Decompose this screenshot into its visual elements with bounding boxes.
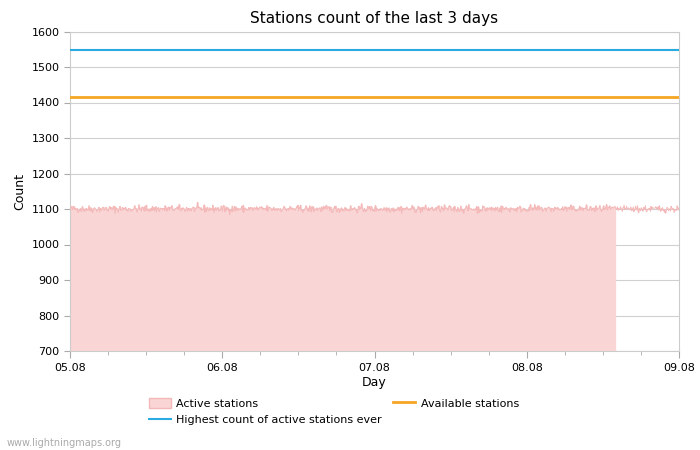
Title: Stations count of the last 3 days: Stations count of the last 3 days bbox=[251, 11, 498, 26]
X-axis label: Day: Day bbox=[362, 376, 387, 389]
Y-axis label: Count: Count bbox=[13, 173, 26, 210]
Text: www.lightningmaps.org: www.lightningmaps.org bbox=[7, 438, 122, 448]
Legend: Active stations, Highest count of active stations ever, Available stations: Active stations, Highest count of active… bbox=[148, 398, 519, 425]
